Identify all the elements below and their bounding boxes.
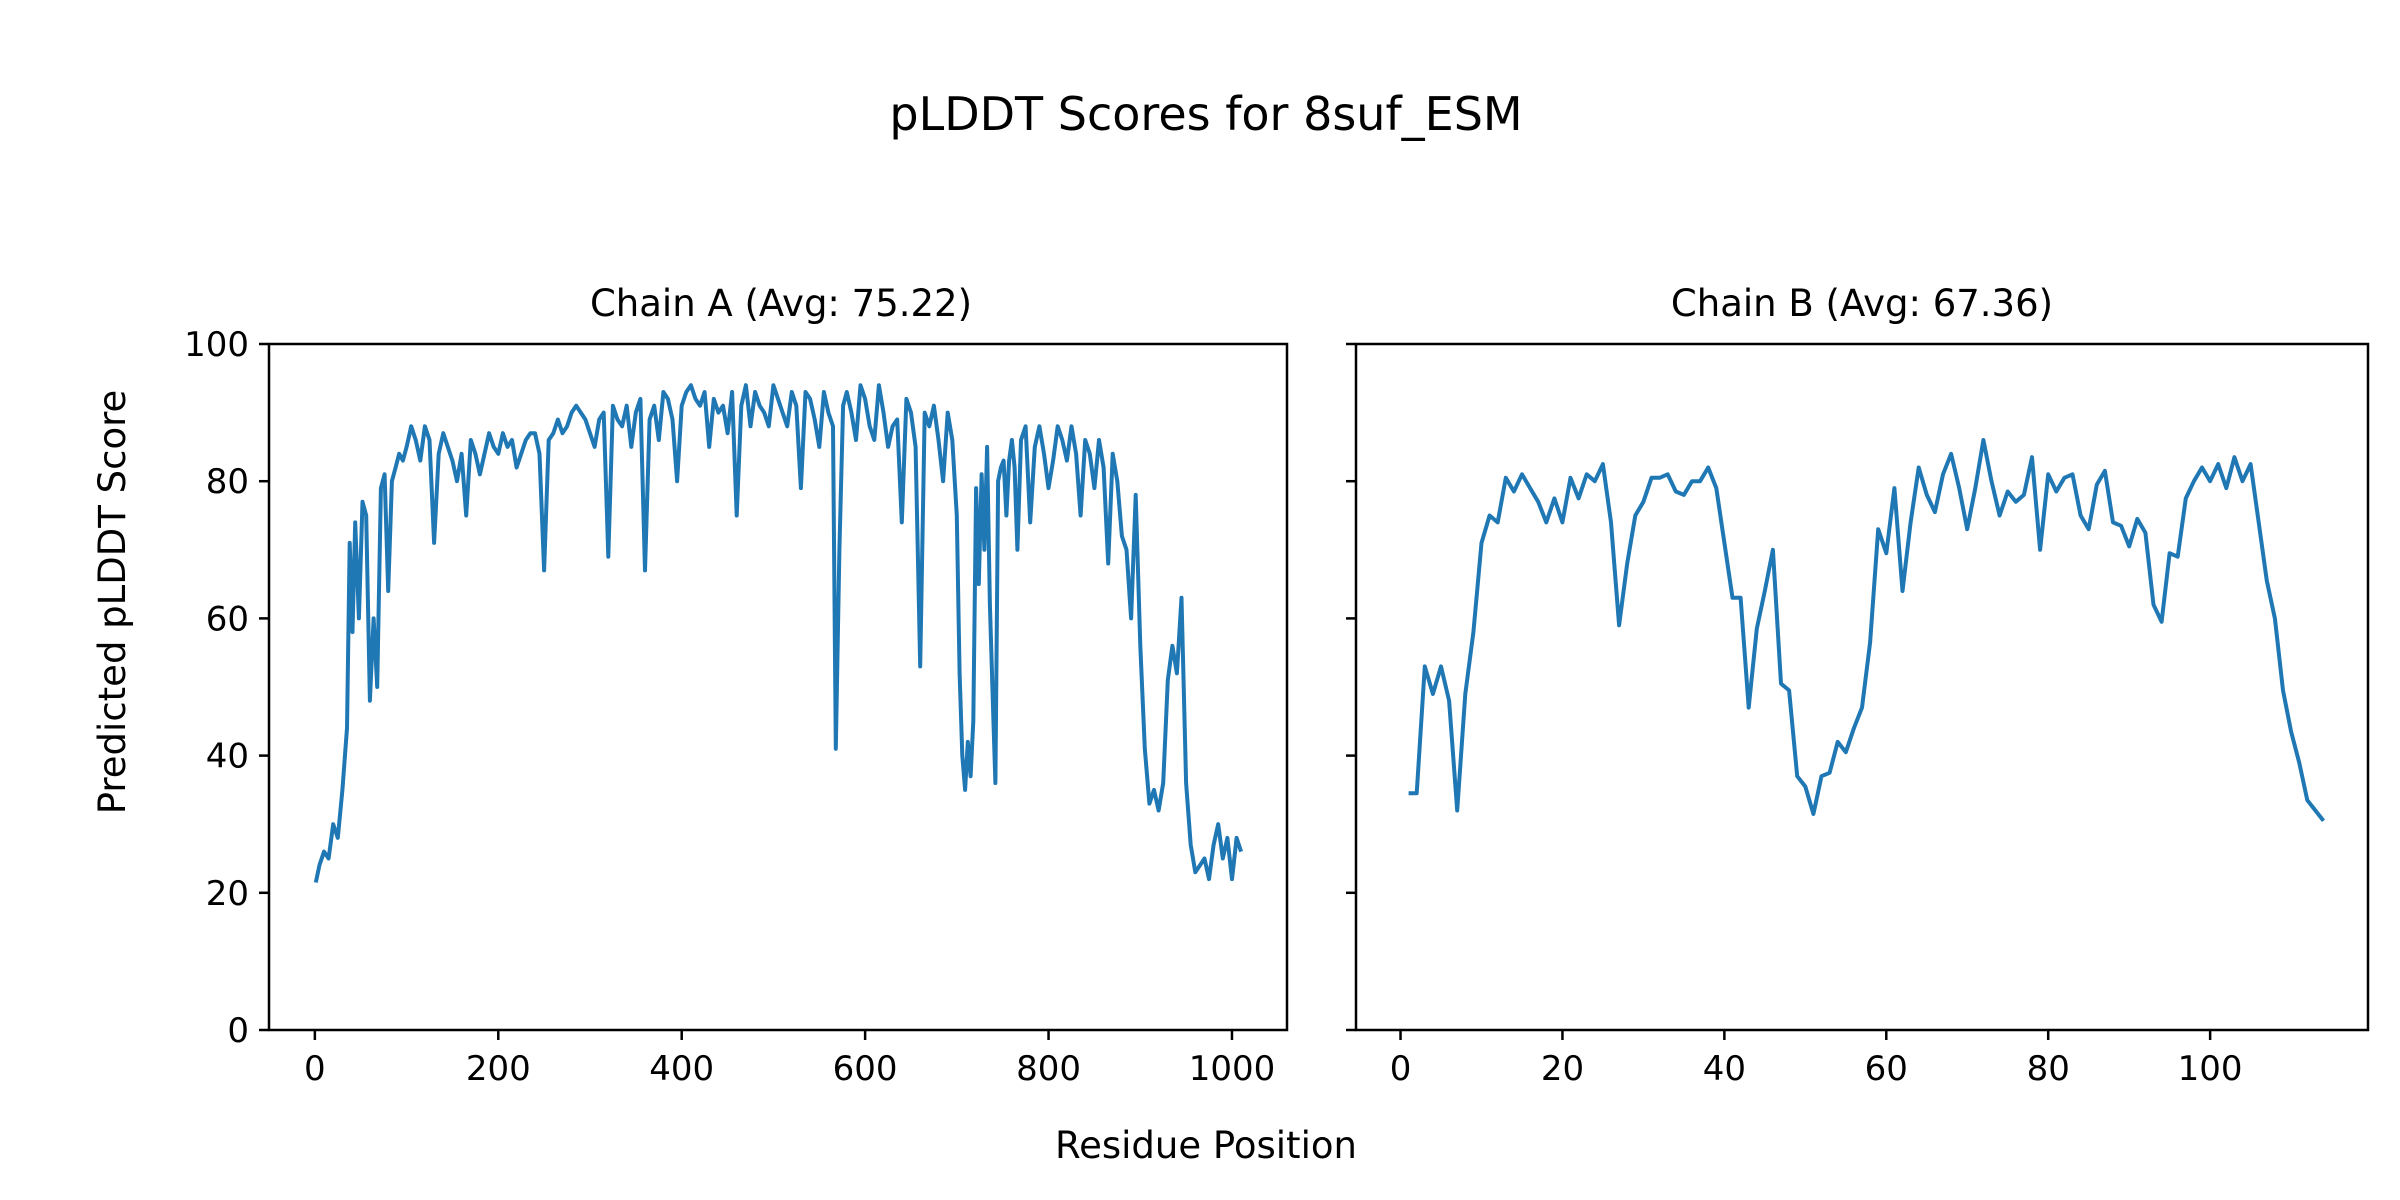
chain-b-x-tick-label: 40 xyxy=(1703,1049,1746,1089)
chain-a-title: Chain A (Avg: 75.22) xyxy=(590,282,972,325)
chain-b-x-tick-label: 100 xyxy=(2178,1049,2243,1089)
chain-a-y-tick-label: 60 xyxy=(206,599,249,639)
chain-a-ticks: 0 200 400 600 800 1000 0 20 40 60 80 100 xyxy=(184,325,1275,1089)
chain-a-y-tick-label: 80 xyxy=(206,462,249,502)
chain-a-plddt-line xyxy=(313,383,1244,883)
chain-a-panel: Chain A (Avg: 75.22) 0 200 400 600 800 1000 0 2… xyxy=(184,282,1289,1089)
chain-a-x-tick-label: 0 xyxy=(304,1049,326,1089)
chain-a-y-tick-label: 100 xyxy=(184,325,249,365)
chain-b-title: Chain B (Avg: 67.36) xyxy=(1671,282,2053,325)
chain-a-x-tick-label: 400 xyxy=(649,1049,714,1089)
shared-x-axis-label: Residue Position xyxy=(1055,1124,1357,1167)
chain-a-y-tick-label: 20 xyxy=(206,874,249,914)
chain-a-x-tick-label: 800 xyxy=(1016,1049,1081,1089)
chain-a-y-tick-label: 40 xyxy=(206,737,249,777)
chain-a-frame xyxy=(267,342,1289,1032)
chain-b-x-tick-label: 0 xyxy=(1390,1049,1412,1089)
chain-a-series xyxy=(313,383,1244,883)
chain-a-x-tick-label: 1000 xyxy=(1189,1049,1276,1089)
chain-b-plddt-line xyxy=(1408,438,2326,823)
chain-a-x-tick-label: 200 xyxy=(466,1049,531,1089)
chain-b-frame xyxy=(1354,342,2370,1032)
chain-b-x-tick-label: 20 xyxy=(1541,1049,1584,1089)
chain-a-x-tick-label: 600 xyxy=(833,1049,898,1089)
chain-b-ticks: 0 20 40 60 80 100 xyxy=(1346,342,2243,1089)
chain-a-y-tick-label: 0 xyxy=(227,1011,249,1051)
figure-title: pLDDT Scores for 8suf_ESM xyxy=(889,87,1522,141)
shared-y-axis-label: Predicted pLDDT Score xyxy=(91,390,134,815)
chain-b-x-tick-label: 80 xyxy=(2027,1049,2070,1089)
chain-b-panel: Chain B (Avg: 67.36) 0 20 40 60 80 100 xyxy=(1346,282,2370,1089)
chain-b-series xyxy=(1408,438,2326,823)
chain-b-x-tick-label: 60 xyxy=(1865,1049,1908,1089)
